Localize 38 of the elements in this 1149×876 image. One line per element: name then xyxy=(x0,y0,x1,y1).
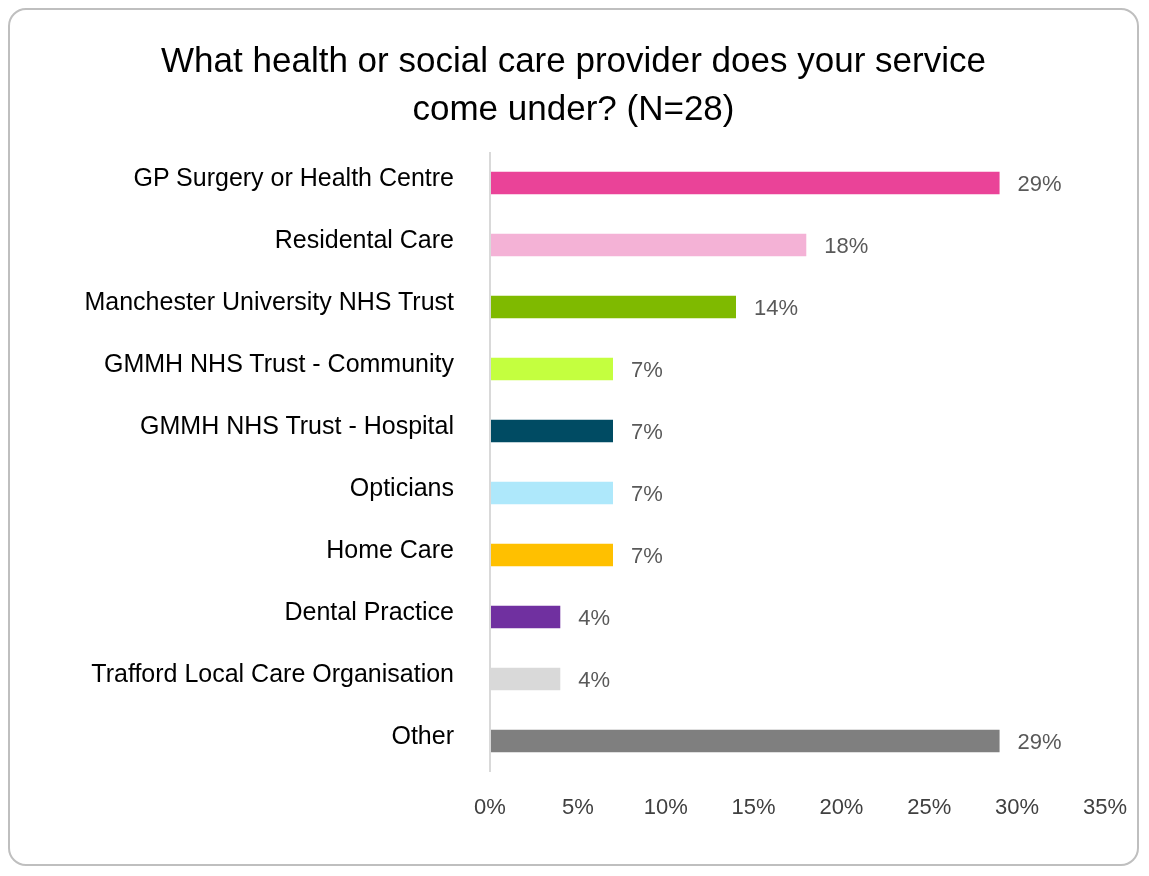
bar xyxy=(490,357,613,381)
data-label: 4% xyxy=(578,604,611,630)
y-tick-label: GP Surgery or Health Centre xyxy=(133,162,454,191)
bar xyxy=(490,233,807,257)
y-tick-label: Trafford Local Care Organisation xyxy=(91,658,454,687)
data-label: 4% xyxy=(578,666,611,692)
x-tick-label: 5% xyxy=(561,793,594,819)
y-tick-label: Dental Practice xyxy=(284,596,454,625)
x-tick-label: 20% xyxy=(819,793,864,819)
bar xyxy=(490,171,1000,195)
chart-title: What health or social care provider does your service come under? (N=28) xyxy=(160,39,987,129)
data-label: 18% xyxy=(824,232,869,258)
bar xyxy=(490,543,613,567)
y-tick-label: GMMH NHS Trust - Hospital xyxy=(140,410,454,439)
data-label: 29% xyxy=(1017,728,1062,754)
data-label: 7% xyxy=(631,418,663,444)
y-tick-label: Home Care xyxy=(326,534,454,563)
bar xyxy=(490,419,613,443)
data-label: 7% xyxy=(631,542,663,568)
y-tick-label: Other xyxy=(391,720,454,749)
bar xyxy=(490,605,561,629)
x-tick-label: 25% xyxy=(907,793,952,819)
y-tick-label: Manchester University NHS Trust xyxy=(84,286,455,315)
data-label: 7% xyxy=(631,480,663,506)
x-tick-label: 35% xyxy=(1082,793,1128,819)
y-tick-label: Opticians xyxy=(349,472,454,501)
data-label: 7% xyxy=(631,356,663,382)
x-tick-label: 30% xyxy=(995,793,1040,819)
bar xyxy=(490,481,613,505)
data-label: 14% xyxy=(754,294,799,320)
y-tick-label: GMMH NHS Trust - Community xyxy=(103,348,455,377)
y-tick-label: Residental Care xyxy=(274,224,454,253)
x-tick-label: 10% xyxy=(643,793,688,819)
bar xyxy=(490,729,1000,753)
data-label: 29% xyxy=(1017,170,1062,196)
x-tick-label: 0% xyxy=(474,793,506,819)
x-tick-label: 15% xyxy=(731,793,776,819)
bar xyxy=(490,295,736,319)
